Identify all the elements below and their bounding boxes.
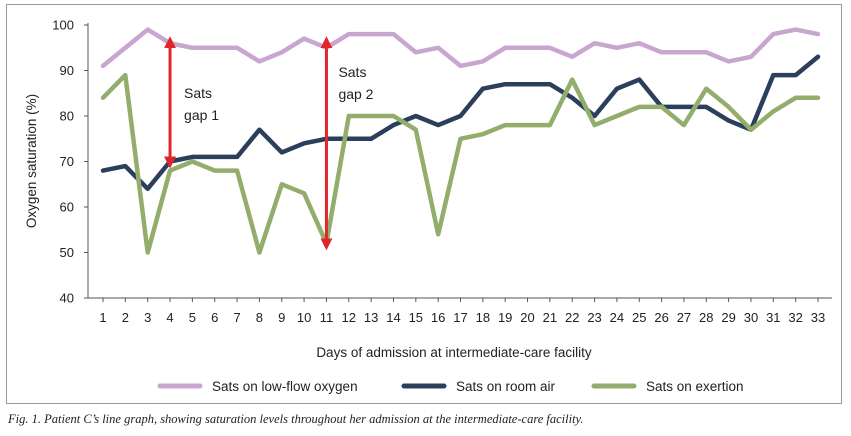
annotation-layer: Sats gap 1 Sats gap 2 (164, 36, 374, 251)
y-tick-label: 90 (60, 63, 74, 78)
x-tick-label: 15 (409, 310, 423, 325)
x-tick-label: 2 (122, 310, 129, 325)
x-tick-label: 5 (189, 310, 196, 325)
chart-frame (6, 4, 842, 404)
x-axis-title: Days of admission at intermediate-care f… (316, 345, 592, 360)
x-tick-label: 18 (476, 310, 490, 325)
x-tick-label: 30 (744, 310, 758, 325)
x-tick-label: 1 (99, 310, 106, 325)
x-tick-label: 11 (320, 310, 334, 325)
x-tick-label: 20 (520, 310, 534, 325)
series-line-0 (100, 27, 821, 69)
annotation-label-line2: gap 2 (338, 86, 373, 102)
x-tick-label: 17 (453, 310, 467, 325)
series-line-2 (100, 72, 821, 255)
y-tick-label: 50 (60, 245, 74, 260)
x-tick-label: 10 (297, 310, 311, 325)
figure-caption: Fig. 1. Patient C’s line graph, showing … (8, 412, 584, 426)
x-tick-label: 7 (233, 310, 240, 325)
x-tick-label: 27 (677, 310, 691, 325)
x-tick-label: 22 (565, 310, 579, 325)
x-tick-label: 28 (699, 310, 713, 325)
x-tick-label: 25 (632, 310, 646, 325)
annotation-label-line1: Sats (184, 85, 212, 101)
x-tick-label: 29 (721, 310, 735, 325)
annotation-label-line1: Sats (338, 64, 366, 80)
x-tick-label: 16 (431, 310, 445, 325)
x-tick-label: 19 (498, 310, 512, 325)
x-tick-label: 21 (543, 310, 557, 325)
x-tick-label: 6 (211, 310, 218, 325)
x-tick-label: 32 (788, 310, 802, 325)
legend: Sats on low-flow oxygen Sats on room air S… (157, 379, 744, 394)
x-tick-label: 26 (654, 310, 668, 325)
x-tick-label: 23 (587, 310, 601, 325)
y-tick-label: 40 (60, 291, 74, 306)
legend-label-1: Sats on room air (456, 379, 556, 394)
x-tick-label: 3 (144, 310, 151, 325)
x-tick-label: 33 (811, 310, 825, 325)
legend-label-0: Sats on low-flow oxygen (212, 379, 358, 394)
y-tick-label: 70 (60, 154, 74, 169)
x-tick-label: 12 (342, 310, 356, 325)
series-layer (100, 27, 821, 255)
x-tick-label: 31 (766, 310, 780, 325)
y-tick-label: 80 (60, 109, 74, 124)
legend-label-2: Sats on exertion (646, 379, 744, 394)
y-axis-title: Oxygen saturation (%) (24, 94, 39, 228)
annotation-label-line2: gap 1 (184, 107, 219, 123)
y-tick-label: 100 (52, 18, 74, 33)
x-tick-label: 8 (256, 310, 263, 325)
x-tick-label: 14 (386, 310, 400, 325)
x-tick-label: 13 (364, 310, 378, 325)
x-tick-label: 24 (610, 310, 624, 325)
x-tick-label: 9 (278, 310, 285, 325)
x-tick-label: 4 (166, 310, 173, 325)
y-tick-label: 60 (60, 200, 74, 215)
